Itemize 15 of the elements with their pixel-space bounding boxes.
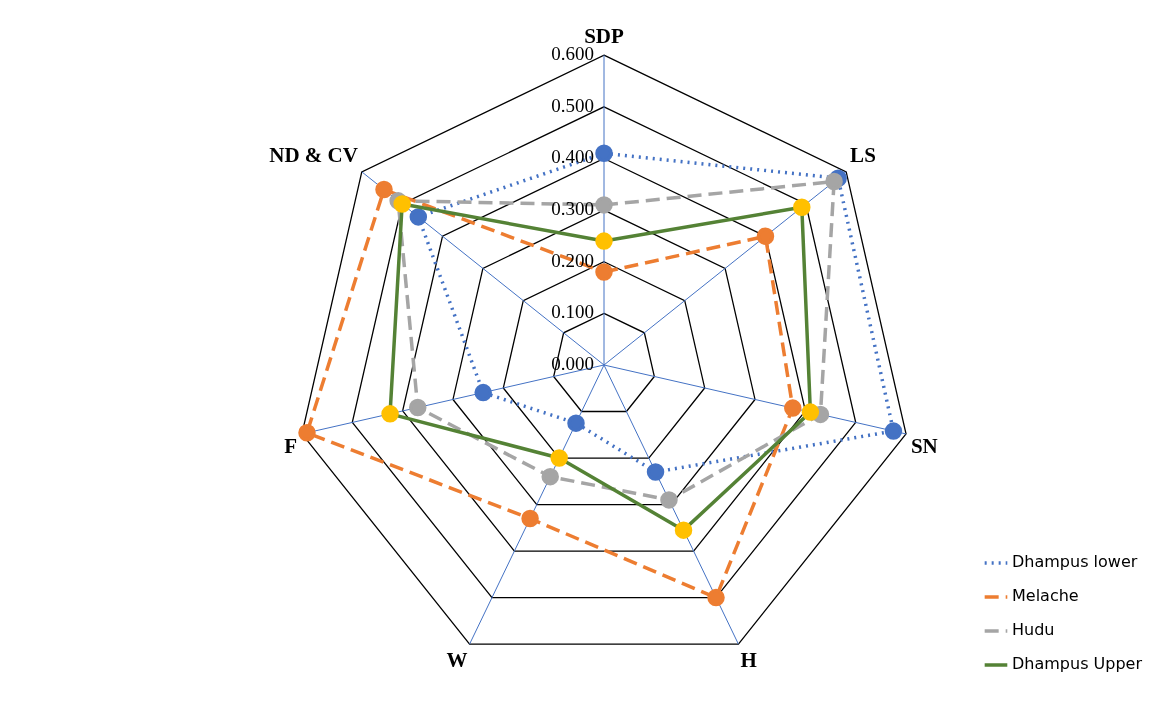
spoke-label: ND & CV — [269, 142, 358, 167]
y-tick-label: 0.300 — [551, 198, 594, 220]
legend-label: Hudu — [1011, 620, 1055, 640]
y-tick-label: 0.400 — [551, 146, 594, 168]
spoke-label: SN — [910, 434, 938, 459]
legend-label: Dhampus Upper — [1011, 654, 1143, 674]
legend-label: Melache — [1011, 586, 1079, 606]
spoke-label: F — [284, 434, 298, 459]
spoke-label: LS — [850, 142, 876, 167]
y-tick-label: 0.100 — [551, 301, 594, 323]
y-tick-label: 0.500 — [551, 94, 594, 116]
y-tick-label: 0.600 — [551, 43, 594, 65]
spoke-label: H — [740, 647, 757, 672]
spoke-label: W — [446, 647, 468, 672]
legend-label: Dhampus lower — [1011, 552, 1138, 572]
